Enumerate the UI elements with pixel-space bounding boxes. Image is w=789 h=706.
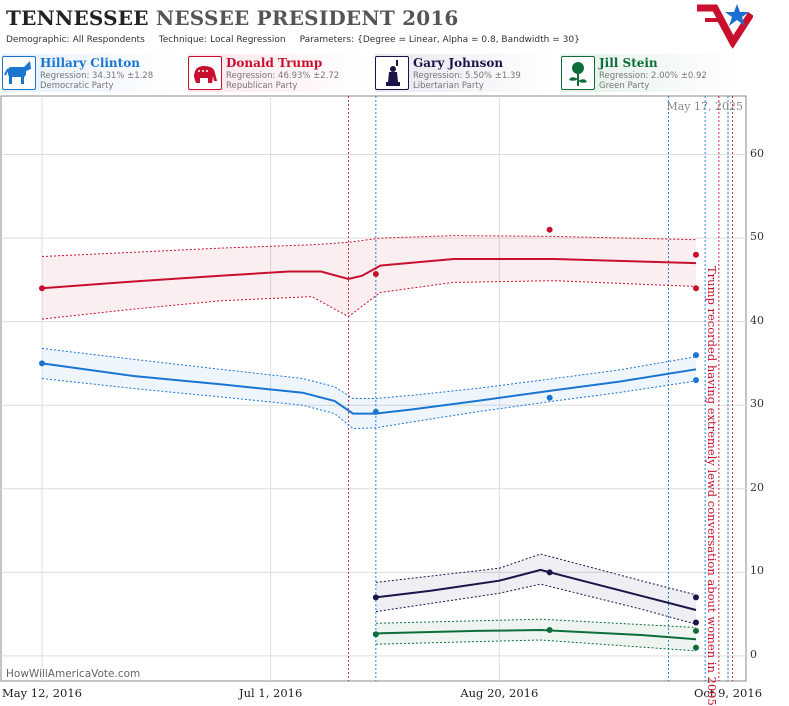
- legend-name: Hillary Clinton: [40, 56, 140, 70]
- poll-point: [692, 644, 699, 651]
- legend-party: Green Party: [599, 81, 650, 91]
- poll-point: [692, 594, 699, 601]
- lower-bound-line: [41, 280, 697, 320]
- y-tick-label: 40: [750, 313, 764, 327]
- event-annotation: Trump recorded having extremely lewd con…: [703, 96, 725, 706]
- confidence-band: [375, 554, 696, 625]
- poll-point: [546, 569, 553, 576]
- poll-point: [39, 285, 45, 292]
- legend-party: Democratic Party: [40, 81, 114, 91]
- y-tick-label: 10: [750, 564, 764, 578]
- poll-point: [692, 627, 699, 634]
- poll-point: [546, 394, 553, 401]
- title-state: TENNESSEE: [6, 6, 149, 30]
- trend-line: [375, 628, 697, 641]
- poll-point: [372, 594, 379, 601]
- chart-title: TENNESSEE NESSEE PRESIDENT 2016: [6, 6, 459, 30]
- legend-regression: Regression: 46.93% ±2.72: [226, 71, 340, 81]
- trend-line: [41, 258, 697, 290]
- plot-frame: [0, 95, 747, 682]
- parameters-label: Parameters:: [299, 35, 355, 45]
- legend-item-trump: Donald Trump Regression: 46.93% ±2.72 Re…: [188, 54, 368, 92]
- technique-label: Technique:: [158, 35, 208, 45]
- legend-regression: Regression: 5.50% ±1.39: [413, 71, 521, 81]
- technique-value: Local Regression: [210, 35, 286, 45]
- x-tick-label: Oct 9, 2016: [693, 686, 763, 700]
- confidence-band: [42, 348, 696, 429]
- watermark: HowWillAmericaVote.com: [6, 668, 141, 680]
- x-tick-label: Jul 1, 2016: [239, 686, 303, 700]
- donkey-icon: [2, 56, 36, 90]
- confidence-band: [375, 619, 696, 651]
- chart-header: TENNESSEE NESSEE PRESIDENT 2016 Demograp…: [0, 0, 789, 54]
- lower-bound-line: [375, 583, 697, 625]
- legend-regression: Regression: 34.31% ±1.28: [40, 71, 154, 81]
- legend-item-johnson: Gary Johnson Regression: 5.50% ±1.39 Lib…: [375, 54, 555, 92]
- x-tick-label: May 12, 2016: [2, 686, 82, 700]
- y-tick-label: 30: [750, 397, 764, 411]
- y-tick-label: 0: [750, 647, 757, 661]
- legend-name: Gary Johnson: [413, 56, 504, 70]
- y-tick-label: 20: [750, 480, 764, 494]
- legend-name: Donald Trump: [226, 56, 323, 70]
- poll-point: [692, 352, 699, 359]
- confidence-band: [42, 235, 696, 320]
- legend-item-clinton: Hillary Clinton Regression: 34.31% ±1.28…: [2, 54, 182, 92]
- parameters-line: Demographic: All Respondents Technique: Loc…: [6, 35, 580, 45]
- lower-bound-line: [375, 639, 697, 652]
- legend-party: Republican Party: [226, 81, 298, 91]
- y-tick-label: 50: [750, 230, 764, 244]
- legend-item-stein: Jill Stein Regression: 2.00% ±0.92 Green…: [561, 54, 741, 92]
- legend-name: Jill Stein: [599, 56, 658, 70]
- upper-bound-line: [41, 347, 697, 399]
- candidate-legend: Hillary Clinton Regression: 34.31% ±1.28…: [0, 54, 789, 94]
- rose-icon: [561, 56, 595, 90]
- liberty-icon: [375, 56, 409, 90]
- poll-point: [692, 377, 699, 384]
- legend-regression: Regression: 2.00% ±0.92: [599, 71, 707, 81]
- lower-bound-line: [41, 378, 697, 430]
- trend-line: [41, 362, 697, 415]
- poll-point: [372, 631, 379, 638]
- poll-point: [372, 408, 379, 415]
- star-flag-logo-icon: [697, 4, 753, 49]
- poll-point: [546, 226, 553, 233]
- trend-line: [375, 568, 697, 611]
- poll-point: [39, 360, 45, 367]
- upper-bound-line: [375, 618, 697, 628]
- y-tick-label: 60: [750, 146, 764, 160]
- demographic-label: Demographic:: [6, 35, 70, 45]
- upper-bound-line: [41, 235, 697, 257]
- legend-party: Libertarian Party: [413, 81, 484, 91]
- x-tick-label: Aug 20, 2016: [460, 686, 539, 700]
- annotation-text: Trump recorded having extremely lewd con…: [705, 266, 719, 706]
- poll-point: [692, 251, 699, 258]
- poll-point: [372, 271, 379, 278]
- date-stamp: May 17, 2025: [666, 100, 743, 113]
- poll-point: [692, 285, 699, 292]
- title-rest: NESSEE PRESIDENT 2016: [155, 6, 459, 30]
- parameters-value: {Degree = Linear, Alpha = 0.8, Bandwidth…: [357, 35, 580, 45]
- demographic-value: All Respondents: [72, 35, 145, 45]
- elephant-icon: [188, 56, 222, 90]
- poll-point: [546, 627, 553, 634]
- poll-point: [692, 619, 699, 626]
